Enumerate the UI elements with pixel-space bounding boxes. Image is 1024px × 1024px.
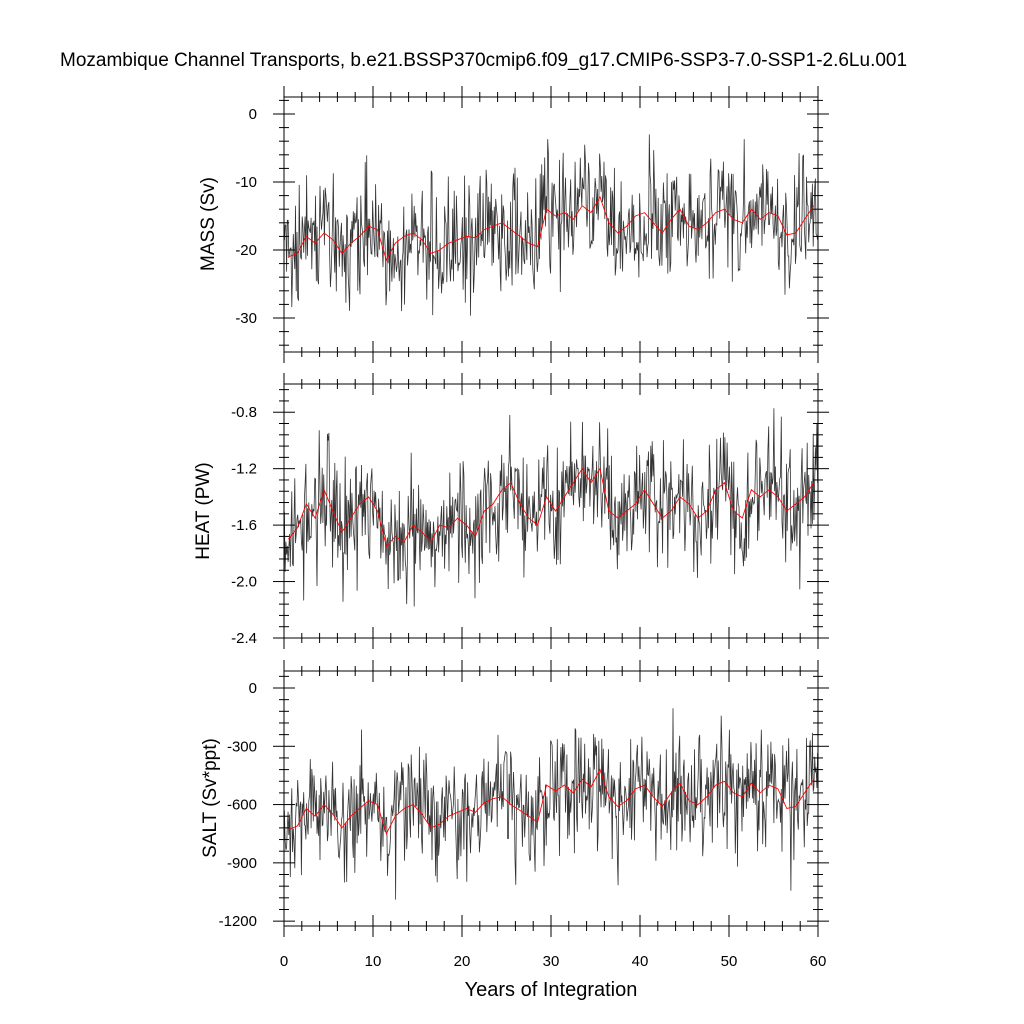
x-tick-label: 40 [632,953,649,970]
panel-heat-ylabel: HEAT (PW) [193,462,214,559]
panel-salt-ytick-label: -300 [227,738,257,755]
x-tick-label: 10 [365,953,382,970]
panel-heat-ytick-label: -1.6 [231,517,257,534]
panel-salt-annual-line [288,768,814,835]
panel-salt-ytick-label: 0 [249,680,257,697]
x-tick-label: 60 [810,953,827,970]
panel-heat-ytick-label: -2.0 [231,574,257,591]
panel-salt-ytick-label: -600 [227,797,257,814]
panel-mass-ytick-label: -20 [235,242,257,259]
panel-mass-ylabel: MASS (Sv) [198,177,219,271]
panel-heat-monthly-line [284,408,818,607]
panel-salt-ytick-label: -900 [227,855,257,872]
panel-mass-annual-line [288,195,814,262]
panel-salt-ytick-label: -1200 [219,913,257,930]
chart-title: Mozambique Channel Transports, b.e21.BSS… [60,50,907,71]
x-tick-label: 30 [543,953,560,970]
panel-heat-annual-line [288,467,814,548]
panel-mass-ytick-label: -30 [235,310,257,327]
x-tick-label: 0 [280,953,288,970]
x-axis-label: Years of Integration [465,979,638,1001]
panel-salt-ylabel: SALT (Sv*ppt) [200,738,221,858]
panel-heat: HEAT (PW) -0.8 -1.2 -1.6 -2.0 -2.4 [193,373,829,649]
panel-mass-monthly-line [284,134,818,316]
panel-salt-monthly-line [284,708,818,900]
x-tick-label: 50 [721,953,738,970]
panel-mass-ytick-label: 0 [249,106,257,123]
panel-mass: MASS (Sv) 0 -10 -20 -30 [198,86,829,363]
x-tick-label: 20 [454,953,471,970]
panel-mass-ytick-label: -10 [235,174,257,191]
panel-heat-ytick-label: -1.2 [231,461,257,478]
panel-salt: SALT (Sv*ppt) 0 -300 -600 -900 -1200 [200,660,829,937]
panel-heat-ytick-label: -2.4 [231,630,257,647]
panel-heat-ytick-label: -0.8 [231,404,257,421]
